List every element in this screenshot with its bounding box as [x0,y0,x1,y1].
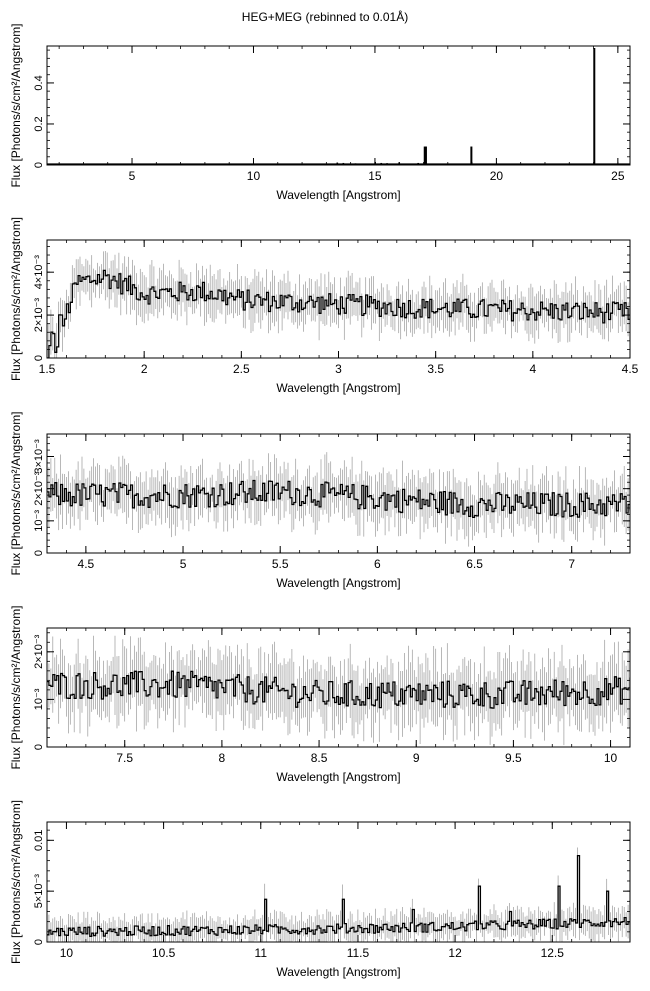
y-tick-label: 2×10⁻³ [33,298,45,333]
spectrum-line [47,670,630,709]
x-tick-label: 10 [247,169,261,183]
y-tick-label: 10⁻³ [33,688,45,710]
x-tick-label: 7.5 [116,751,133,765]
panel-5: 10 10.5 11 11.5 12 12.5 0 5×10⁻³ 0.01 Wavelength … [9,800,631,979]
spectrum-line [47,269,630,358]
x-tick-label: 3.5 [427,362,444,376]
y-tick-label: 0 [33,744,45,750]
plot-frame [46,45,631,166]
x-axis-label: Wavelength [Angstrom] [276,576,400,590]
plot-area [47,452,630,547]
x-tick-label: 10 [604,751,618,765]
y-axis-label: Flux [Photons/s/cm²/Angstrom] [9,800,23,964]
x-tick-label: 9 [413,751,420,765]
y-tick-label: 4×10⁻³ [33,255,45,290]
spectrum-line [47,854,630,937]
x-tick-label: 4.5 [78,557,95,571]
y-axis-label: Flux [Photons/s/cm²/Angstrom] [9,411,23,575]
x-tick-label: 5.5 [272,557,289,571]
plot-area [47,635,630,746]
y-tick-label: 0 [33,939,45,945]
x-tick-label: 15 [368,169,382,183]
y-axis-label: Flux [Photons/s/cm²/Angstrom] [9,217,23,381]
x-tick-label: 11 [255,946,268,960]
x-axis-label: Wavelength [Angstrom] [276,770,400,784]
x-tick-label: 10 [60,946,74,960]
y-tick-label: 3×10⁻³ [33,439,45,474]
x-tick-label: 6.5 [466,557,483,571]
y-axis-label: Flux [Photons/s/cm²/Angstrom] [9,605,23,769]
x-axis-label: Wavelength [Angstrom] [276,188,400,202]
y-tick-label: 0 [33,162,45,168]
x-tick-label: 9.5 [505,751,522,765]
y-axis-label: Flux [Photons/s/cm²/Angstrom] [9,23,23,187]
y-tick-label: 0.01 [33,830,45,851]
x-tick-label: 4.5 [622,362,639,376]
x-tick-label: 10.5 [152,946,176,960]
y-tick-label: 0 [33,355,45,361]
y-tick-label: 2×10⁻³ [33,634,45,669]
x-tick-label: 5 [180,557,187,571]
y-tick-label: 10⁻³ [33,510,45,532]
plot-area [47,251,630,358]
y-tick-label: 0.4 [33,75,45,90]
y-tick-label: 2×10⁻³ [33,471,45,506]
x-tick-label: 1.5 [39,362,56,376]
y-tick-label: 0 [33,550,45,556]
x-tick-label: 6 [374,557,381,571]
x-axis-label: Wavelength [Angstrom] [276,965,400,979]
plot-area [47,847,630,942]
x-tick-label: 12 [448,946,462,960]
x-axis-label: Wavelength [Angstrom] [276,381,400,395]
panel-2: 1.5 2 2.5 3 3.5 4 4.5 0 2×10⁻³ 4×10⁻³ Wavelength [… [9,217,639,395]
x-tick-label: 8 [219,751,226,765]
x-tick-label: 20 [490,169,504,183]
x-tick-label: 8.5 [311,751,328,765]
panel-3: 4.5 5 5.5 6 6.5 7 0 10⁻³ 2×10⁻³3×10⁻³ Wavelength … [9,411,631,590]
x-tick-label: 12.5 [541,946,565,960]
x-tick-label: 25 [611,169,625,183]
x-tick-label: 3 [335,362,342,376]
plot-area [47,48,630,165]
spectrum-line [47,479,630,519]
panel-1: 5 10 15 20 25 0 0.2 0.4 Wavelength [Angstrom] Flu… [9,23,631,202]
panel-4: 7.5 8 8.5 9 9.5 10 0 10⁻³ 2×10⁻³ Wavelength [Angs… [9,605,631,784]
x-tick-label: 5 [129,169,136,183]
x-tick-label: 2.5 [233,362,250,376]
x-tick-label: 11.5 [347,946,370,960]
x-tick-label: 7 [568,557,575,571]
x-tick-label: 4 [529,362,536,376]
x-tick-label: 2 [141,362,148,376]
y-tick-label: 0.2 [33,116,45,131]
figure-title: HEG+MEG (rebinned to 0.01Å) [241,10,409,24]
y-tick-label: 5×10⁻³ [33,874,45,909]
